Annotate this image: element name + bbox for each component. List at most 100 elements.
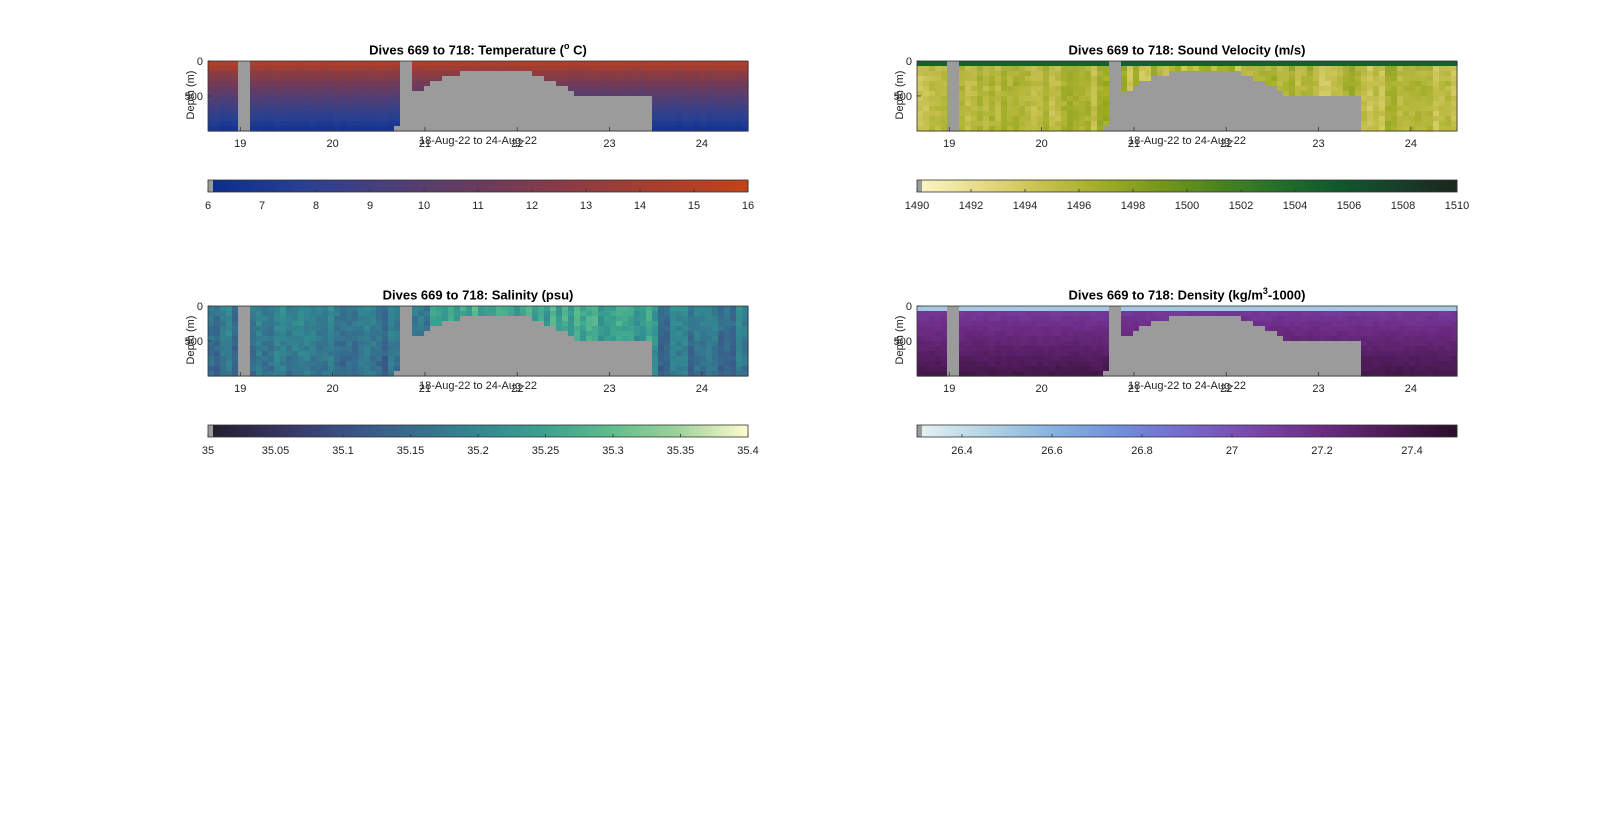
- heatmap-cell: [370, 341, 377, 347]
- heatmap-cell: [250, 76, 257, 82]
- heatmap-cell: [322, 371, 329, 377]
- heatmap-cell: [640, 101, 647, 107]
- heatmap-cell: [1157, 366, 1164, 372]
- heatmap-cell: [971, 71, 978, 77]
- heatmap-cell: [1421, 116, 1428, 122]
- heatmap-cell: [346, 351, 353, 357]
- heatmap-cell: [995, 71, 1002, 77]
- heatmap-cell: [1133, 316, 1140, 322]
- heatmap-cell: [466, 336, 473, 342]
- heatmap-cell: [1151, 126, 1158, 132]
- heatmap-cell: [652, 361, 659, 367]
- heatmap-cell: [971, 111, 978, 117]
- heatmap-cell: [947, 81, 954, 87]
- heatmap-cell: [1211, 66, 1218, 72]
- heatmap-cell: [454, 306, 461, 312]
- heatmap-cell: [286, 341, 293, 347]
- heatmap-cell: [346, 306, 353, 312]
- heatmap-cell: [598, 311, 605, 317]
- heatmap-cell: [358, 61, 365, 67]
- colorbar-tick-label: 11: [472, 200, 483, 212]
- heatmap-cell: [226, 326, 233, 332]
- heatmap-cell: [646, 321, 653, 327]
- heatmap-cell: [935, 106, 942, 112]
- heatmap-cell: [1313, 126, 1320, 132]
- heatmap-cell: [1295, 71, 1302, 77]
- heatmap-cell: [298, 101, 305, 107]
- heatmap-cell: [496, 346, 503, 352]
- heatmap-cell: [1349, 96, 1356, 102]
- heatmap-cell: [400, 366, 407, 372]
- heatmap-cell: [977, 91, 984, 97]
- heatmap-cell: [1325, 86, 1332, 92]
- heatmap-cell: [1025, 351, 1032, 357]
- heatmap-cell: [1175, 326, 1182, 332]
- heatmap-cell: [947, 356, 954, 362]
- heatmap-cell: [1151, 321, 1158, 327]
- heatmap-cell: [352, 306, 359, 312]
- heatmap-cell: [244, 326, 251, 332]
- heatmap-cell: [1313, 86, 1320, 92]
- heatmap-cell: [460, 336, 467, 342]
- heatmap-cell: [526, 346, 533, 352]
- heatmap-cell: [1037, 111, 1044, 117]
- heatmap-cell: [406, 116, 413, 122]
- heatmap-cell: [1187, 126, 1194, 132]
- heatmap-cell: [574, 61, 581, 67]
- colorbar-tick-label: 35.4: [737, 445, 758, 457]
- heatmap-cell: [1085, 106, 1092, 112]
- colorbar-segment: [599, 180, 605, 192]
- heatmap-cell: [1121, 316, 1128, 322]
- heatmap-cell: [929, 111, 936, 117]
- heatmap-cell: [214, 371, 221, 377]
- heatmap-cell: [1277, 126, 1284, 132]
- heatmap-cell: [562, 61, 569, 67]
- heatmap-cell: [742, 66, 749, 72]
- heatmap-cell: [1169, 81, 1176, 87]
- heatmap-cell: [508, 351, 515, 357]
- heatmap-cell: [658, 101, 665, 107]
- colorbar-segment: [1322, 180, 1327, 192]
- heatmap-cell: [1109, 341, 1116, 347]
- heatmap-cell: [1067, 101, 1074, 107]
- heatmap-cell: [1133, 121, 1140, 127]
- colorbar-segment: [302, 180, 308, 192]
- heatmap-cell: [376, 121, 383, 127]
- heatmap-cell: [1037, 121, 1044, 127]
- heatmap-cell: [490, 106, 497, 112]
- heatmap-cell: [250, 311, 257, 317]
- heatmap-cell: [1247, 66, 1254, 72]
- heatmap-cell: [1013, 61, 1020, 67]
- heatmap-cell: [628, 371, 635, 377]
- heatmap-cell: [1007, 116, 1014, 122]
- heatmap-cell: [586, 356, 593, 362]
- heatmap-cell: [1235, 96, 1242, 102]
- colorbar-segment: [266, 425, 272, 437]
- colorbar-segment: [626, 425, 632, 437]
- heatmap-cell: [472, 101, 479, 107]
- heatmap-cell: [1181, 66, 1188, 72]
- heatmap-cell: [1355, 96, 1362, 102]
- heatmap-cell: [604, 61, 611, 67]
- heatmap-cell: [376, 76, 383, 82]
- heatmap-cell: [1097, 321, 1104, 327]
- heatmap-cell: [676, 96, 683, 102]
- heatmap-cell: [941, 356, 948, 362]
- heatmap-cell: [730, 106, 737, 112]
- heatmap-cell: [953, 126, 960, 132]
- heatmap-cell: [454, 316, 461, 322]
- heatmap-cell: [556, 321, 563, 327]
- heatmap-cell: [1031, 321, 1038, 327]
- heatmap-cell: [1415, 116, 1422, 122]
- heatmap-cell: [652, 126, 659, 132]
- heatmap-cell: [586, 111, 593, 117]
- heatmap-cell: [1391, 66, 1398, 72]
- heatmap-cell: [244, 316, 251, 322]
- heatmap-cell: [1079, 121, 1086, 127]
- heatmap-cell: [1181, 321, 1188, 327]
- colorbar-tick-label: 13: [580, 200, 592, 212]
- heatmap-cell: [418, 76, 425, 82]
- heatmap-cell: [1355, 91, 1362, 97]
- heatmap-cell: [262, 71, 269, 77]
- heatmap-cell: [580, 326, 587, 332]
